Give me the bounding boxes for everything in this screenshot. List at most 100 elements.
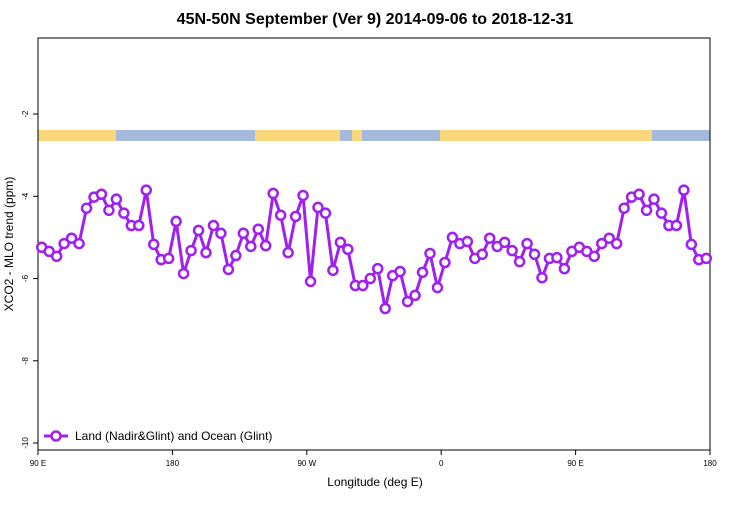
data-point (618, 202, 630, 214)
data-point (394, 265, 406, 278)
data-point (274, 209, 287, 221)
x-tick-label: 0 (439, 459, 444, 468)
data-point (147, 238, 160, 251)
data-point (685, 238, 698, 251)
data-point (551, 251, 563, 264)
data-point (319, 207, 332, 219)
data-point (498, 236, 511, 249)
chart-title: 45N-50N September (Ver 9) 2014-09-06 to … (177, 11, 574, 28)
data-point (431, 281, 444, 294)
data-point (633, 188, 645, 200)
data-point (521, 237, 533, 250)
data-point (670, 219, 683, 232)
data-point (252, 223, 265, 235)
y-tick-label: -6 (21, 274, 30, 282)
data-point (506, 244, 518, 257)
data-point (140, 184, 153, 196)
data-point (185, 244, 197, 257)
data-point (289, 210, 302, 223)
data-point (558, 262, 571, 275)
x-tick-label: 180 (703, 459, 717, 468)
data-point (401, 295, 414, 308)
data-point (43, 245, 55, 258)
data-point (483, 232, 496, 244)
data-point (416, 266, 429, 279)
data-point (648, 193, 660, 205)
data-point (215, 227, 227, 240)
legend-marker (50, 430, 62, 442)
data-point (379, 302, 391, 315)
data-point (536, 271, 548, 284)
series-line (41, 188, 707, 311)
data-point (162, 252, 175, 265)
data-point (237, 227, 250, 240)
data-point (133, 219, 145, 232)
data-point (327, 264, 339, 277)
data-point (371, 262, 384, 275)
land-ocean-map (38, 130, 710, 141)
data-point (610, 237, 623, 250)
land-strip (440, 130, 652, 141)
x-tick-label: 90 E (30, 459, 46, 468)
data-point (304, 275, 317, 288)
data-point (207, 219, 220, 232)
data-point (334, 236, 347, 249)
data-point (446, 231, 459, 244)
legend-label: Land (Nadir&Glint) and Ocean (Glint) (75, 429, 272, 443)
land-strip (352, 130, 362, 141)
data-point (177, 267, 190, 280)
data-point (312, 201, 324, 214)
data-point (267, 187, 279, 200)
data-point (678, 184, 690, 196)
data-point (222, 263, 235, 276)
data-point (513, 255, 526, 268)
data-point (103, 204, 115, 217)
data-point (170, 215, 182, 228)
legend: Land (Nadir&Glint) and Ocean (Glint) (44, 429, 272, 443)
y-axis-label: XCO2 - MLO trend (ppm) (2, 177, 16, 312)
data-point (192, 224, 205, 237)
data-point (700, 252, 713, 265)
x-tick-label: 180 (166, 459, 180, 468)
plot-frame (37, 37, 711, 451)
data-point (200, 246, 212, 259)
data-point (603, 232, 615, 244)
data-point (118, 207, 130, 219)
data-point (357, 279, 369, 292)
data-point (655, 207, 668, 219)
data-point (439, 256, 451, 269)
data-point (588, 250, 601, 263)
data-point (364, 272, 377, 285)
x-tick-label: 90 W (297, 459, 316, 468)
ocean-strip (38, 130, 710, 141)
y-tick-label: -10 (21, 437, 30, 449)
x-axis-label: Longitude (deg E) (327, 475, 422, 489)
data-point (58, 237, 70, 250)
data-point (259, 239, 272, 252)
data-point (245, 240, 257, 253)
y-tick-label: -2 (21, 110, 30, 118)
data-point (595, 237, 608, 250)
data-point (342, 243, 354, 256)
data-point (110, 193, 123, 205)
data-point (424, 247, 436, 260)
data-point (409, 289, 421, 302)
data-point (50, 250, 63, 263)
data-point (282, 246, 294, 259)
x-tick-label: 90 E (567, 459, 583, 468)
data-point (297, 189, 309, 202)
data-point (528, 248, 541, 261)
data-point (230, 249, 242, 262)
y-tick-label: -8 (21, 357, 30, 365)
data-point (476, 248, 489, 261)
y-tick-label: -4 (21, 192, 30, 200)
land-strip (255, 130, 340, 141)
data-point (65, 232, 78, 244)
data-point (73, 237, 85, 250)
data-point (461, 235, 474, 248)
land-strip (38, 130, 116, 141)
data-point (581, 245, 593, 258)
data-point (80, 202, 93, 214)
